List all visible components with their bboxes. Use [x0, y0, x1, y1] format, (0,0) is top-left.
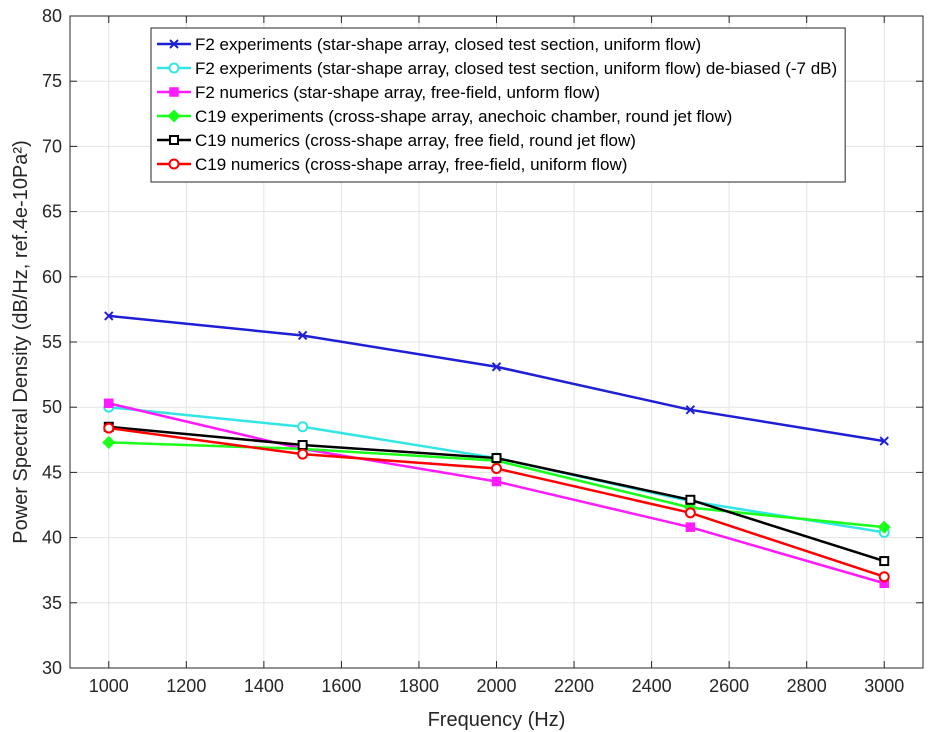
data-point-circle [168, 158, 180, 170]
data-point-circle [168, 62, 180, 74]
x-axis-label: Frequency (Hz) [428, 709, 566, 731]
data-point-square [491, 476, 502, 487]
y-tick-label: 50 [42, 397, 62, 417]
legend-label: F2 experiments (star-shape array, closed… [195, 35, 701, 54]
data-point-x [297, 330, 308, 341]
legend-label: C19 numerics (cross-shape array, free-fi… [195, 155, 627, 174]
data-point-square [104, 398, 114, 409]
data-point-x [879, 436, 889, 446]
legend-item: C19 numerics (cross-shape array, free fi… [157, 131, 636, 150]
data-point-x [169, 39, 179, 49]
data-point-square [879, 556, 890, 567]
legend-item: F2 numerics (star-shape array, free-fiel… [157, 83, 600, 102]
legend-item: F2 experiments (star-shape array, closed… [157, 35, 701, 54]
legend-item: C19 experiments (cross-shape array, anec… [157, 107, 732, 126]
data-point-circle [297, 448, 309, 460]
data-point-circle [491, 462, 502, 474]
data-point-circle [878, 571, 890, 583]
y-tick-label: 60 [42, 267, 62, 287]
data-point-circle [103, 422, 115, 434]
legend-label: F2 numerics (star-shape array, free-fiel… [195, 83, 600, 102]
legend-label: C19 experiments (cross-shape array, anec… [195, 107, 732, 126]
data-point-circle [297, 421, 309, 433]
data-point-x [491, 362, 502, 372]
x-tick-label: 3000 [864, 676, 904, 696]
x-tick-label: 2200 [554, 676, 594, 696]
data-point-square [297, 440, 308, 451]
y-axis-label: Power Spectral Density (dB/Hz, ref.4e-10… [10, 140, 32, 544]
y-tick-label: 80 [42, 6, 62, 26]
y-tick-label: 35 [42, 593, 62, 613]
y-tick-label: 45 [42, 462, 62, 482]
legend-item: C19 numerics (cross-shape array, free-fi… [157, 155, 627, 174]
x-tick-label: 1600 [321, 676, 361, 696]
x-tick-label: 2400 [632, 676, 672, 696]
data-point-x [104, 311, 114, 321]
y-tick-label: 75 [42, 71, 62, 91]
x-tick-label: 1200 [166, 676, 206, 696]
y-tick-label: 55 [42, 332, 62, 352]
y-tick-label: 70 [42, 136, 62, 156]
y-tick-label: 65 [42, 202, 62, 222]
series-1 [104, 311, 889, 446]
legend-label: F2 experiments (star-shape array, closed… [195, 59, 837, 78]
y-tick-label: 30 [42, 658, 62, 678]
data-point-square [169, 87, 179, 97]
data-point-diamond [877, 520, 891, 534]
data-point-square [685, 522, 696, 532]
x-tick-label: 1000 [89, 676, 129, 696]
x-tick-label: 1400 [244, 676, 284, 696]
legend-label: C19 numerics (cross-shape array, free fi… [195, 131, 636, 150]
data-point-square [685, 494, 696, 505]
data-point-diamond [167, 109, 181, 123]
legend: F2 experiments (star-shape array, closed… [150, 27, 846, 183]
x-tick-label: 2000 [476, 676, 516, 696]
series-layer [102, 311, 891, 588]
data-point-square [491, 453, 502, 464]
legend-box [150, 27, 846, 183]
legend-item: F2 experiments (star-shape array, closed… [157, 59, 837, 78]
x-tick-label: 1800 [399, 676, 439, 696]
y-tick-label: 40 [42, 528, 62, 548]
data-point-diamond [102, 435, 116, 449]
data-point-circle [684, 507, 696, 519]
series-6 [103, 422, 890, 583]
data-point-x [685, 405, 696, 415]
data-point-square [169, 135, 179, 145]
ticks: 1000 1200 1400 1600 1800 2000 2200 2400 2600 2800… [42, 6, 923, 696]
x-tick-label: 2800 [787, 676, 827, 696]
x-tick-label: 2600 [709, 676, 749, 696]
